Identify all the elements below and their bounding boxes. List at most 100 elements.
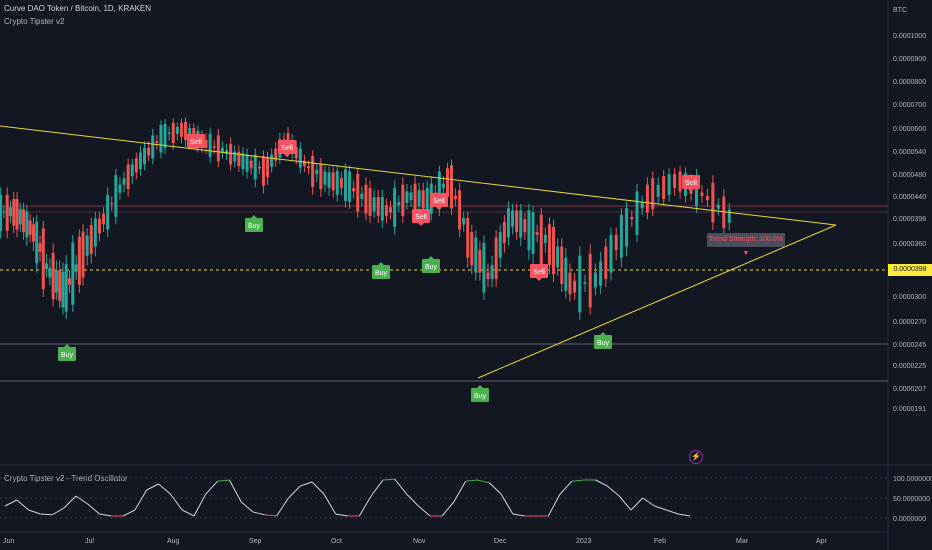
oscillator-line-segment [146,483,159,491]
chart-title: Curve DAO Token / Bitcoin, 1D, KRAKEN [4,4,152,13]
oscillator-line-segment [618,495,632,511]
oscillator-line-segment [500,493,514,515]
candle-body [163,123,167,148]
buy-signal [422,259,440,273]
signal-arrow [378,262,384,265]
oscillator-line-segment [87,503,100,515]
currency-label: BTC [893,7,907,14]
oscillator-line-segment [75,495,88,505]
current-price-badge: 0.0000398 [888,264,932,276]
buy-signal [471,388,489,402]
lightning-icon[interactable]: ⚡ [689,450,703,464]
candle-body [568,272,572,295]
signal-label: Buy [425,264,438,271]
y-tick-label: 0.0000398 [893,216,926,223]
candle-body [498,232,502,258]
candle-body [458,190,462,230]
y-tick-label: 0.0000300 [893,294,926,301]
candle-body [74,264,78,272]
oscillator-line-segment [181,509,195,517]
signal-arrow [600,332,606,335]
candle-body [360,193,364,200]
oscillator-line-segment [323,493,337,515]
oscillator-line-segment [99,513,112,517]
oscillator-line-segment [547,493,561,517]
candle-body [315,169,319,174]
buy-signal [594,335,612,349]
oscillator-line-segment [465,479,478,482]
x-tick-label: Feb [654,538,666,545]
candle-body [506,208,510,238]
sell-signal [187,134,205,148]
candle-body [311,156,315,187]
candle-body [417,190,421,207]
oscillator-line-segment [311,481,325,495]
oscillator-line-segment [300,481,313,487]
candle-body [593,272,597,288]
candle-body [614,234,618,251]
candle-body [727,209,731,223]
oscillator-line-segment [488,482,502,495]
candle-body [22,209,26,233]
candle-body [122,178,126,185]
candle-body [466,218,470,258]
candle-body [89,224,93,254]
oscillator-line-segment [51,507,65,516]
candle-body [454,196,458,200]
candle-body [393,188,397,227]
x-tick-label: Apr [816,538,828,545]
candle-body [722,196,726,228]
candle-body [578,255,582,313]
oscillator-line-segment [193,493,207,517]
oscillator-line-segment [418,505,431,517]
x-tick-label: Nov [413,538,426,545]
candle-body [61,271,65,308]
candle-body [237,151,241,167]
candle-body [539,214,543,266]
oscillator-line-segment [205,480,218,495]
oscillator-line-segment [595,479,608,487]
y-tick-label: 0.0000225 [893,363,926,370]
y-tick-label: 0.0000480 [893,172,926,179]
candle-body [54,270,58,293]
candle-body [327,172,331,189]
candle-body [630,216,634,220]
candle-body [225,150,229,154]
candle-body [343,169,347,202]
signal-arrow [251,215,257,218]
candle-body [2,211,6,213]
candle-body [245,154,249,172]
oscillator-line-segment [406,493,419,507]
candle-body [380,196,384,221]
signal-label: Sell [415,214,427,221]
candle-body [372,196,376,212]
y-tick-label: 0.0001000 [893,33,926,40]
oscillator-line-segment [453,480,467,503]
candle-body [167,132,171,134]
candle-body [77,236,81,285]
candle-body [25,211,29,238]
signal-label: Buy [474,393,487,400]
candle-body [0,194,3,231]
candle-body [486,272,490,280]
y-tick-label: 0.0000540 [893,149,926,156]
candle-body [35,221,39,264]
x-tick-label: Jul [85,538,94,545]
candle-body [319,163,323,190]
oscillator-tick-label: 0.0000000 [893,516,926,523]
candle-body [397,202,401,206]
oscillator-line-segment [559,480,573,495]
signal-label: Buy [375,270,388,277]
candle-body [143,147,147,165]
indicator-name[interactable]: Crypto Tipster v2 [4,17,65,26]
candle-body [527,210,531,251]
candle-body [233,151,237,162]
candle-body [151,135,155,159]
candle-body [339,178,343,189]
candle-body [716,204,720,209]
oscillator-line-segment [169,493,183,511]
candle-body [588,253,592,308]
candle-body [229,143,233,165]
candle-body [523,219,527,233]
